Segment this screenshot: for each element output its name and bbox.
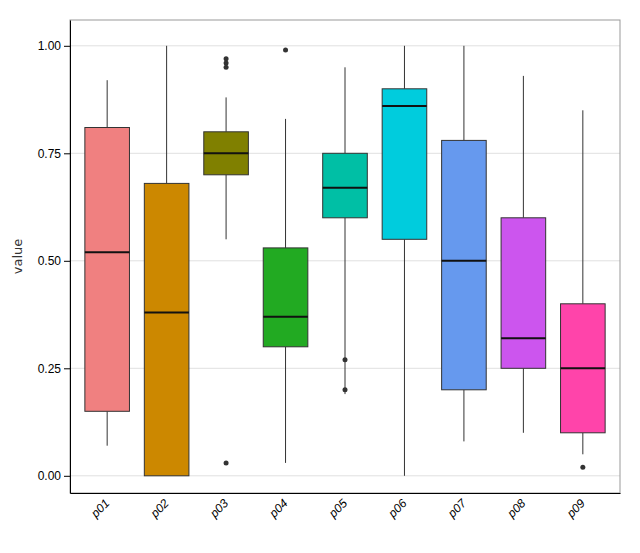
whisker	[226, 97, 227, 131]
box	[85, 128, 130, 412]
flier	[343, 387, 348, 392]
tick-label: p02	[147, 496, 172, 521]
tick: p08	[504, 496, 529, 521]
axis-line	[70, 21, 71, 494]
box	[204, 132, 249, 175]
box-group	[323, 67, 368, 394]
flier	[224, 65, 229, 70]
tick-label: 0.50	[38, 254, 62, 268]
whisker	[582, 433, 583, 455]
tick-label: p09	[563, 496, 588, 521]
box	[323, 153, 368, 218]
tick-label: 0.00	[38, 469, 62, 483]
box-group	[204, 56, 249, 465]
flier	[224, 56, 229, 61]
whisker	[285, 347, 286, 463]
median	[144, 311, 189, 313]
tick: p04	[266, 496, 291, 521]
tick-label: 0.25	[38, 362, 62, 376]
tick: 0.75	[38, 147, 70, 161]
box	[442, 140, 487, 389]
whisker	[404, 46, 405, 89]
box-group	[382, 46, 427, 476]
tick-label: p06	[385, 496, 410, 521]
grid-line	[70, 45, 620, 46]
whisker	[107, 80, 108, 127]
y-axis: 0.00 0.25 0.50 0.75 1.00	[38, 21, 71, 494]
tick-mark	[64, 153, 70, 154]
whisker	[226, 175, 227, 240]
whisker	[523, 368, 524, 433]
tick-mark	[64, 476, 70, 477]
median	[382, 105, 427, 107]
flier	[343, 357, 348, 362]
tick-label: p03	[206, 496, 231, 521]
y-label: value	[10, 239, 25, 275]
box	[501, 218, 546, 368]
tick-mark	[64, 46, 70, 47]
tick: 1.00	[38, 39, 70, 53]
flier	[580, 465, 585, 470]
box	[144, 183, 189, 475]
whisker	[345, 67, 346, 153]
whisker	[463, 390, 464, 442]
x-axis: p01 p02 p03 p04 p05 p06 p07 p08 p09	[71, 494, 621, 521]
median	[323, 187, 368, 189]
tick-label: 1.00	[38, 39, 62, 53]
whisker	[285, 119, 286, 248]
whisker	[404, 239, 405, 475]
box-group	[442, 46, 487, 442]
median	[501, 337, 546, 339]
tick-label: p01	[87, 496, 112, 521]
median	[263, 316, 308, 318]
tick: p06	[385, 496, 410, 521]
box-group	[144, 46, 189, 476]
tick-label: p05	[325, 496, 350, 521]
tick-label: p04	[266, 496, 291, 521]
tick: 0.25	[38, 362, 70, 376]
tick: 0.50	[38, 254, 70, 268]
median	[85, 251, 130, 253]
median	[204, 152, 249, 154]
tick: p07	[444, 495, 470, 521]
chart: 0.000.250.500.751.00p01p02p03p04p05p06p0…	[0, 0, 640, 553]
grid	[70, 46, 620, 476]
flier	[224, 460, 229, 465]
tick: p02	[147, 496, 172, 521]
whisker	[107, 411, 108, 445]
tick-label: p08	[504, 496, 529, 521]
whisker	[582, 110, 583, 303]
flier	[224, 61, 229, 66]
tick-label: 0.75	[38, 147, 62, 161]
tick-label: p07	[444, 495, 470, 521]
tick: 0.00	[38, 469, 70, 483]
tick: p05	[325, 496, 350, 521]
tick-mark	[64, 368, 70, 369]
axis-line	[71, 493, 621, 494]
whisker	[166, 46, 167, 184]
box-group	[501, 76, 546, 433]
box	[263, 248, 308, 347]
tick: p01	[87, 496, 112, 521]
box-group	[263, 48, 308, 463]
median	[442, 260, 487, 262]
plot-frame	[70, 20, 620, 493]
whisker	[463, 46, 464, 141]
box	[561, 304, 606, 433]
whisker	[523, 76, 524, 218]
median	[561, 367, 606, 369]
flier	[283, 48, 288, 53]
whisker	[345, 218, 346, 394]
tick: p03	[206, 496, 231, 521]
box	[382, 89, 427, 240]
box-group	[561, 110, 606, 469]
plot: 0.000.250.500.751.00p01p02p03p04p05p06p0…	[38, 20, 621, 521]
tick: p09	[563, 496, 588, 521]
marks	[85, 46, 605, 476]
box-group	[85, 80, 130, 446]
tick-mark	[64, 261, 70, 262]
